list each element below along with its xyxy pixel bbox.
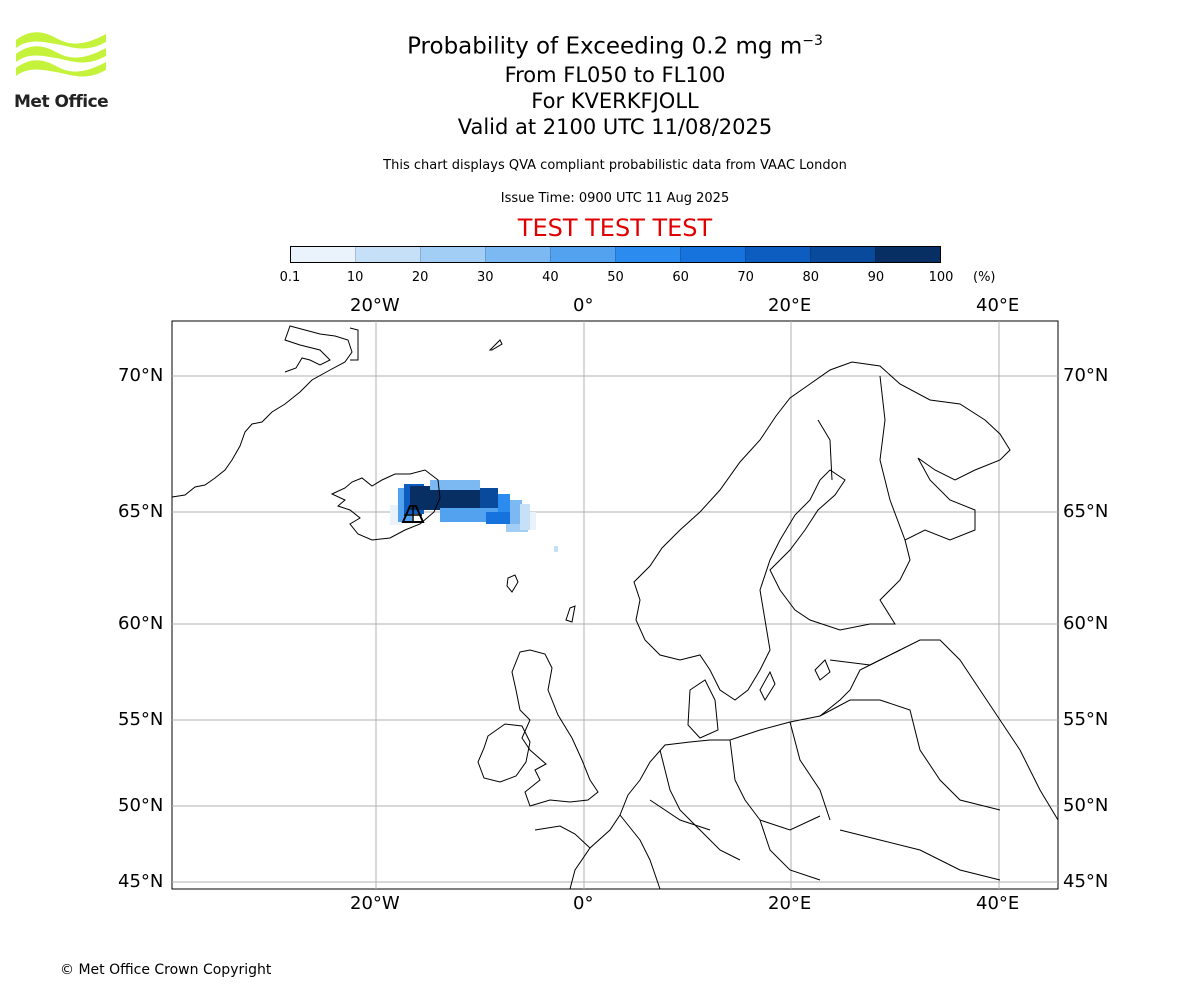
issue-time: Issue Time: 0900 UTC 11 Aug 2025 [500,191,730,206]
test-banner: TEST TEST TEST [517,214,713,242]
britain-coast [511,649,599,807]
colorbar-segment [291,247,355,262]
colorbar-tick-label: 80 [802,270,820,285]
lat-label-left: 65°N [118,501,164,522]
iceland-coast [330,469,441,541]
lat-label-left: 50°N [118,795,164,816]
lat-label-right: 60°N [1063,613,1109,634]
colorbar-segment [680,247,745,262]
title-block: Probability of Exceeding 0.2 mg m−3 From… [0,26,1200,140]
scandinavia-coast [633,361,1011,701]
lat-label-right: 65°N [1063,501,1109,522]
colorbar-tick-label: 50 [607,270,624,285]
greenland-coast [171,325,353,498]
met-office-waves-icon [16,32,106,77]
colorbar-tick-label: 10 [346,270,364,285]
colorbar-tick-label: 60 [672,270,689,285]
ireland-coast [477,723,531,783]
lat-label-left: 55°N [118,709,164,730]
colorbar-tick-label: 30 [477,270,494,285]
lon-label-top: 20°E [768,295,812,316]
colorbar-tick-label: 40 [542,270,559,285]
colorbar-tick-label: 20 [411,270,429,285]
lat-label-left: 60°N [118,613,164,634]
lat-label-right: 50°N [1063,795,1109,816]
met-office-logo: Met Office [14,30,109,112]
flight-levels: From FL050 to FL100 [504,62,726,87]
valid-time: Valid at 2100 UTC 11/08/2025 [457,114,773,139]
map-frame [171,320,1059,890]
lon-label-top: 40°E [976,295,1020,316]
gridlines [172,321,1058,889]
chart-title: Probability of Exceeding 0.2 mg m−3 [407,33,823,60]
colorbar-tick-label: 90 [867,270,885,285]
denmark-coast [687,679,719,739]
lon-label-bottom: 0° [573,893,594,914]
copyright: © Met Office Crown Copyright [60,962,272,978]
lon-label-bottom: 40°E [976,893,1020,914]
colorbar-segment [355,247,420,262]
colorbar-segment [420,247,485,262]
coastlines [171,325,1059,890]
colorbar-segment [875,247,940,262]
colorbar-unit: (%) [973,270,996,285]
lon-label-bottom: 20°E [768,893,812,914]
colorbar-segment [745,247,810,262]
logo-text: Met Office [14,92,109,112]
colorbar-tick-label: 0.1 [279,270,301,285]
lat-label-left: 45°N [118,871,164,892]
lon-label-top: 0° [573,295,594,316]
lon-label-bottom: 20°W [350,893,400,914]
colorbar-segment [485,247,550,262]
colorbar-tick-label: 70 [737,270,754,285]
continent-coast [569,639,1059,890]
lat-label-right: 55°N [1063,709,1109,730]
colorbar-segment [615,247,680,262]
volcano-marker-icon [401,505,425,523]
data-source-note: This chart displays QVA compliant probab… [383,158,847,173]
colorbar-segment [810,247,875,262]
lat-label-right: 70°N [1063,365,1109,386]
colorbar-segment [550,247,615,262]
volcano-title: For KVERKFJOLL [531,88,699,113]
lon-label-top: 20°W [350,295,400,316]
lat-label-right: 45°N [1063,871,1109,892]
colorbar [290,246,941,263]
lat-label-left: 70°N [118,365,164,386]
colorbar-tick-label: 100 [928,270,954,285]
